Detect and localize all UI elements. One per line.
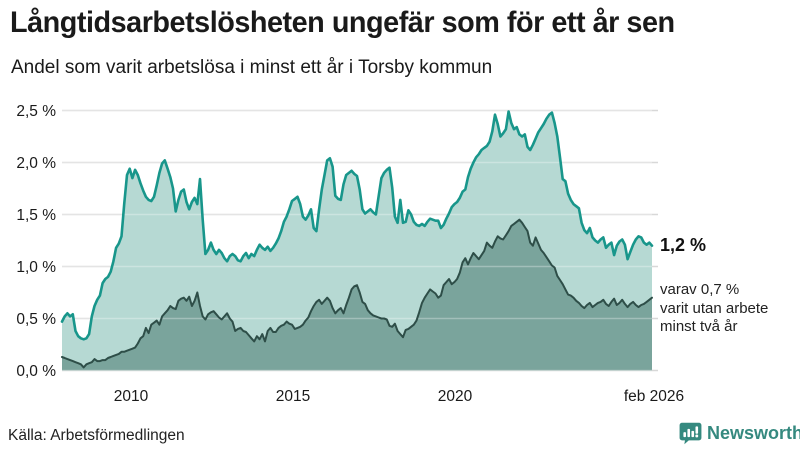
secondary-annotation-line: minst två år <box>660 318 738 335</box>
x-tick: 2015 <box>276 388 310 405</box>
newsworthy-logo-icon <box>679 422 702 445</box>
x-tick: feb 2026 <box>624 388 684 405</box>
y-tick: 1,0 % <box>16 259 56 276</box>
x-tick: 2020 <box>438 388 473 405</box>
series-line-0 <box>60 110 654 341</box>
source-credit: Källa: Arbetsförmedlingen <box>8 427 185 444</box>
x-axis-labels: 2010 2015 2020 feb 2026 <box>114 388 684 405</box>
y-tick: 0,5 % <box>16 311 56 328</box>
y-tick: 1,5 % <box>16 207 56 224</box>
secondary-annotation-line: varav 0,7 % <box>660 281 740 298</box>
series-lines <box>60 110 654 369</box>
chart-subtitle: Andel som varit arbetslösa i minst ett å… <box>11 57 493 78</box>
series-area-1 <box>62 219 652 371</box>
y-tick: 2,5 % <box>16 103 56 120</box>
y-tick: 2,0 % <box>16 155 56 172</box>
x-tick: 2010 <box>114 388 149 405</box>
latest-value-label: 1,2 % <box>660 235 707 255</box>
newsworthy-wordmark: Newsworthy <box>707 423 800 443</box>
area-chart: 2,5 % 2,0 % 1,5 % 1,0 % 0,5 % 0,0 % 2010… <box>16 103 684 405</box>
page-title: Långtidsarbetslösheten ungefär som för e… <box>10 6 675 39</box>
secondary-annotation-line: varit utan arbete <box>660 299 769 317</box>
series-line-1 <box>61 218 653 369</box>
newsworthy-logo[interactable]: Newsworthy <box>679 422 800 445</box>
y-tick: 0,0 % <box>16 363 56 380</box>
secondary-annotation: varav 0,7 % varit utan arbete minst två … <box>660 281 768 337</box>
y-axis-labels: 2,5 % 2,0 % 1,5 % 1,0 % 0,5 % 0,0 % <box>16 103 56 380</box>
series-areas <box>62 111 652 371</box>
